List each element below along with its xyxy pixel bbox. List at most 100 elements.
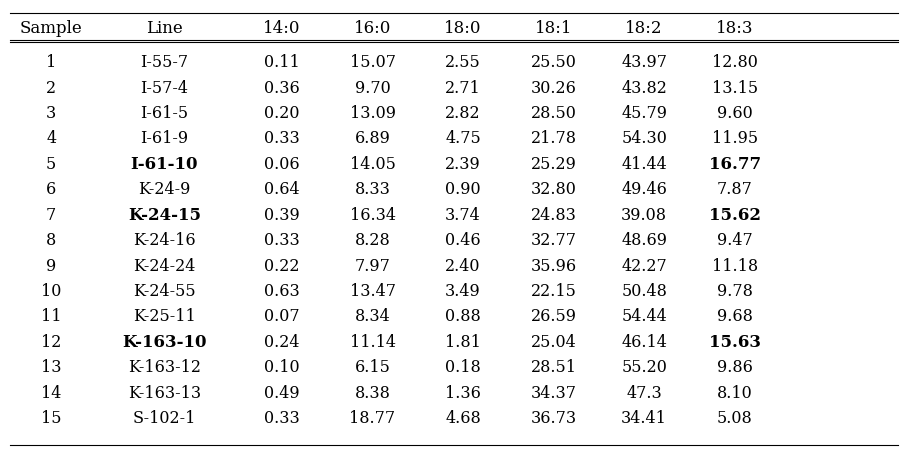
Text: 14:0: 14:0 (263, 19, 301, 36)
Text: 10: 10 (41, 283, 62, 300)
Text: 6.89: 6.89 (355, 130, 390, 147)
Text: 32.80: 32.80 (530, 181, 577, 198)
Text: K-24-16: K-24-16 (133, 232, 195, 249)
Text: 7.87: 7.87 (716, 181, 753, 198)
Text: 11.14: 11.14 (350, 334, 396, 351)
Text: 15.63: 15.63 (708, 334, 761, 351)
Text: 9.70: 9.70 (355, 79, 390, 97)
Text: 8.33: 8.33 (355, 181, 390, 198)
Text: 28.51: 28.51 (530, 359, 577, 376)
Text: S-102-1: S-102-1 (133, 410, 196, 427)
Text: 18.77: 18.77 (350, 410, 396, 427)
Text: 0.33: 0.33 (264, 410, 300, 427)
Text: 0.10: 0.10 (264, 359, 300, 376)
Text: K-24-15: K-24-15 (128, 207, 201, 224)
Text: 0.49: 0.49 (264, 385, 300, 402)
Text: 55.20: 55.20 (621, 359, 667, 376)
Text: 8.34: 8.34 (355, 308, 390, 326)
Text: K-163-12: K-163-12 (128, 359, 201, 376)
Text: 0.07: 0.07 (264, 308, 300, 326)
Text: 47.3: 47.3 (627, 385, 662, 402)
Text: 8: 8 (46, 232, 56, 249)
Text: 15: 15 (41, 410, 62, 427)
Text: K-24-24: K-24-24 (133, 258, 195, 275)
Text: 2: 2 (46, 79, 56, 97)
Text: 14: 14 (41, 385, 62, 402)
Text: 34.41: 34.41 (621, 410, 667, 427)
Text: 35.96: 35.96 (530, 258, 577, 275)
Text: 13: 13 (41, 359, 62, 376)
Text: 43.97: 43.97 (621, 54, 667, 71)
Text: 0.33: 0.33 (264, 130, 300, 147)
Text: 1.81: 1.81 (445, 334, 481, 351)
Text: 42.27: 42.27 (621, 258, 667, 275)
Text: 50.48: 50.48 (621, 283, 667, 300)
Text: 9: 9 (46, 258, 56, 275)
Text: 34.37: 34.37 (530, 385, 577, 402)
Text: 14.05: 14.05 (350, 156, 396, 173)
Text: 9.68: 9.68 (716, 308, 753, 326)
Text: 21.78: 21.78 (530, 130, 577, 147)
Text: 0.20: 0.20 (264, 105, 300, 122)
Text: 9.78: 9.78 (716, 283, 753, 300)
Text: I-55-7: I-55-7 (140, 54, 188, 71)
Text: 7.97: 7.97 (355, 258, 390, 275)
Text: 0.64: 0.64 (264, 181, 300, 198)
Text: 2.82: 2.82 (445, 105, 481, 122)
Text: 0.63: 0.63 (264, 283, 300, 300)
Text: K-25-11: K-25-11 (133, 308, 196, 326)
Text: 48.69: 48.69 (621, 232, 667, 249)
Text: 18:1: 18:1 (535, 19, 572, 36)
Text: 45.79: 45.79 (621, 105, 667, 122)
Text: 0.22: 0.22 (264, 258, 300, 275)
Text: 12: 12 (41, 334, 62, 351)
Text: 39.08: 39.08 (621, 207, 667, 224)
Text: 18:0: 18:0 (444, 19, 482, 36)
Text: 3: 3 (46, 105, 56, 122)
Text: 5: 5 (46, 156, 56, 173)
Text: 32.77: 32.77 (530, 232, 577, 249)
Text: 16:0: 16:0 (354, 19, 391, 36)
Text: 22.15: 22.15 (530, 283, 577, 300)
Text: I-61-5: I-61-5 (140, 105, 188, 122)
Text: 1.36: 1.36 (445, 385, 481, 402)
Text: 25.04: 25.04 (530, 334, 577, 351)
Text: 0.36: 0.36 (264, 79, 300, 97)
Text: 0.33: 0.33 (264, 232, 300, 249)
Text: 4: 4 (46, 130, 56, 147)
Text: 13.09: 13.09 (350, 105, 396, 122)
Text: 3.49: 3.49 (445, 283, 481, 300)
Text: 12.80: 12.80 (712, 54, 757, 71)
Text: 11.95: 11.95 (712, 130, 757, 147)
Text: Sample: Sample (20, 19, 83, 36)
Text: 2.39: 2.39 (445, 156, 481, 173)
Text: 15.62: 15.62 (708, 207, 761, 224)
Text: 54.44: 54.44 (621, 308, 667, 326)
Text: 41.44: 41.44 (621, 156, 667, 173)
Text: 2.40: 2.40 (445, 258, 481, 275)
Text: 0.39: 0.39 (264, 207, 300, 224)
Text: 26.59: 26.59 (530, 308, 577, 326)
Text: 25.29: 25.29 (530, 156, 577, 173)
Text: 54.30: 54.30 (621, 130, 667, 147)
Text: 0.11: 0.11 (264, 54, 300, 71)
Text: 25.50: 25.50 (530, 54, 577, 71)
Text: 0.06: 0.06 (264, 156, 300, 173)
Text: 36.73: 36.73 (530, 410, 577, 427)
Text: Line: Line (146, 19, 183, 36)
Text: 11: 11 (41, 308, 62, 326)
Text: 18:2: 18:2 (626, 19, 663, 36)
Text: K-24-9: K-24-9 (138, 181, 191, 198)
Text: I-61-9: I-61-9 (140, 130, 188, 147)
Text: 16.34: 16.34 (350, 207, 396, 224)
Text: 28.50: 28.50 (530, 105, 577, 122)
Text: K-163-13: K-163-13 (128, 385, 201, 402)
Text: 9.86: 9.86 (716, 359, 753, 376)
Text: K-24-55: K-24-55 (133, 283, 195, 300)
Text: 0.46: 0.46 (445, 232, 481, 249)
Text: 18:3: 18:3 (716, 19, 754, 36)
Text: 5.08: 5.08 (716, 410, 753, 427)
Text: 30.26: 30.26 (530, 79, 577, 97)
Text: 0.90: 0.90 (445, 181, 481, 198)
Text: 13.47: 13.47 (350, 283, 396, 300)
